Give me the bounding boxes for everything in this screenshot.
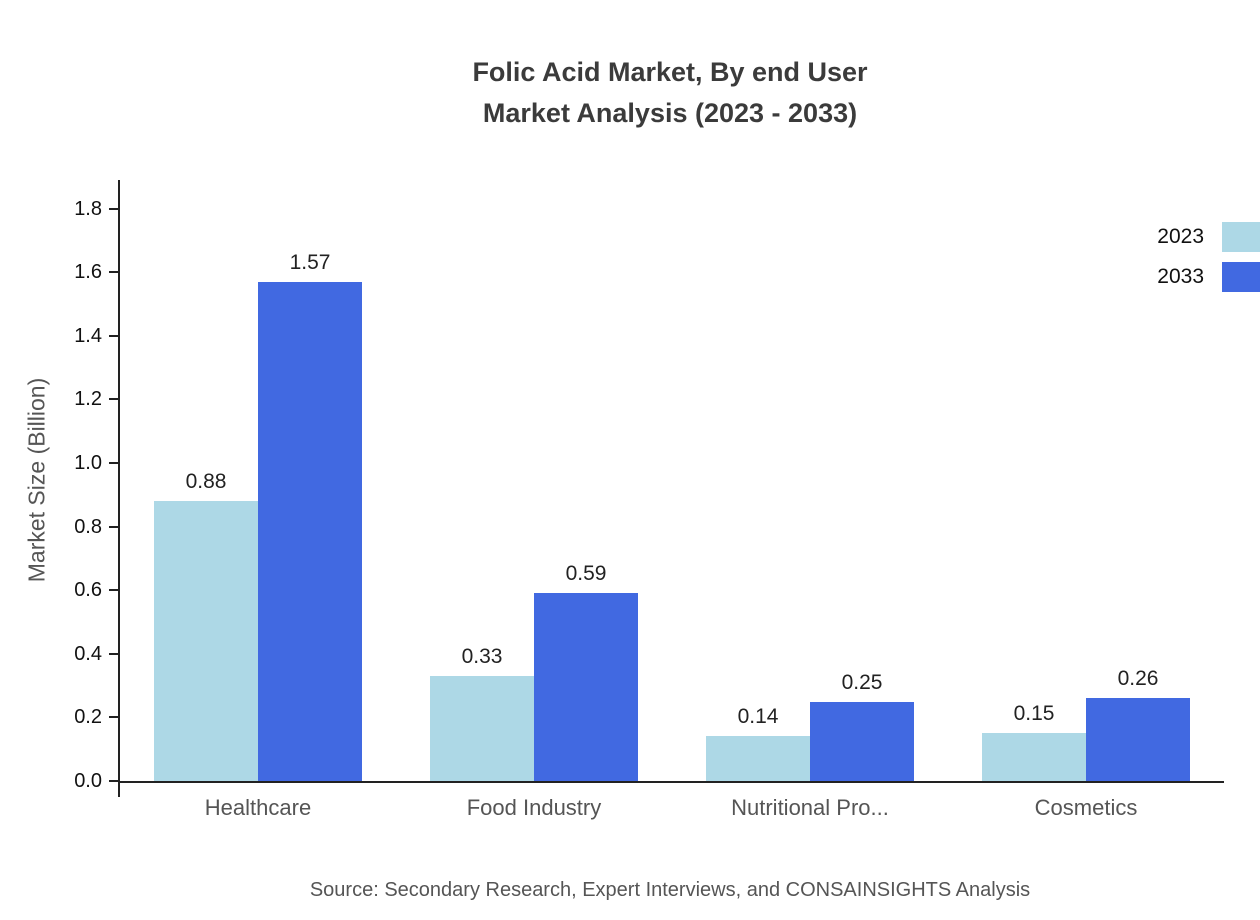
y-tick bbox=[109, 462, 118, 464]
x-category-label: Cosmetics bbox=[1034, 795, 1138, 820]
bar-2033-2 bbox=[534, 593, 638, 781]
legend-label-2033: 2033 bbox=[1157, 265, 1204, 288]
y-tick-label: 0.8 bbox=[74, 515, 102, 538]
y-tick bbox=[109, 525, 118, 528]
bar-2033-4 bbox=[1086, 698, 1190, 781]
x-category-label: Healthcare bbox=[204, 795, 312, 820]
y-tick bbox=[109, 207, 118, 210]
bar-value-label: 0.33 bbox=[461, 645, 503, 669]
y-tick-label: 1.4 bbox=[74, 324, 102, 347]
legend-label-2023: 2023 bbox=[1157, 225, 1204, 248]
y-tick bbox=[109, 589, 118, 592]
y-tick-label: 1.6 bbox=[74, 261, 102, 284]
bar-value-label: 0.14 bbox=[737, 705, 779, 729]
legend-swatch-2033 bbox=[1222, 262, 1260, 292]
y-tick-label: 1.2 bbox=[74, 388, 102, 411]
y-tick-label: 0.2 bbox=[74, 706, 102, 729]
x-category-label: Food Industry bbox=[466, 795, 602, 820]
bar-2023-3 bbox=[706, 736, 810, 781]
x-category-label: Nutritional Pro... bbox=[731, 795, 889, 820]
chart-title-line1: Folic Acid Market, By end User bbox=[472, 57, 868, 87]
source-note: Source: Secondary Research, Expert Inter… bbox=[309, 879, 1031, 901]
legend-item-2033: 2033 bbox=[1157, 262, 1260, 292]
y-tick-label: 0.6 bbox=[74, 579, 102, 602]
legend: 2023 2033 bbox=[1157, 222, 1260, 302]
y-tick bbox=[109, 716, 118, 719]
bar-2023-2 bbox=[430, 676, 534, 781]
y-tick-label: 0.4 bbox=[74, 642, 102, 665]
bar-2033-3 bbox=[810, 701, 914, 781]
plot-area: 0.0 0.2 0.4 0.6 0.8 1.0 1.2 1.4 1.6 1.8 Healthcare… bbox=[74, 180, 1224, 820]
y-tick bbox=[109, 652, 118, 655]
bar-value-label: 0.26 bbox=[1117, 667, 1159, 691]
legend-item-2023: 2023 bbox=[1157, 222, 1260, 252]
bar-2033-1 bbox=[258, 281, 362, 781]
legend-swatch-2023 bbox=[1222, 222, 1260, 252]
y-tick bbox=[109, 271, 118, 274]
bar-value-label: 0.59 bbox=[565, 562, 607, 586]
bar-value-label: 0.88 bbox=[185, 470, 227, 494]
bar-value-label: 0.25 bbox=[841, 670, 883, 694]
bar-2023-1 bbox=[154, 501, 258, 781]
y-tick-label: 1.8 bbox=[74, 197, 102, 220]
chart-title: Folic Acid Market, By end User Market An… bbox=[80, 52, 1260, 134]
y-tick bbox=[109, 334, 118, 337]
y-tick-label: 1.0 bbox=[74, 452, 102, 474]
y-tick-label: 0.0 bbox=[74, 770, 102, 792]
bar-value-label: 1.57 bbox=[289, 250, 331, 274]
chart-title-line2: Market Analysis (2023 - 2033) bbox=[482, 98, 858, 128]
bar-2023-4 bbox=[982, 733, 1086, 781]
bar-value-label: 0.15 bbox=[1013, 702, 1055, 726]
y-tick bbox=[109, 398, 118, 401]
y-tick bbox=[109, 780, 118, 782]
